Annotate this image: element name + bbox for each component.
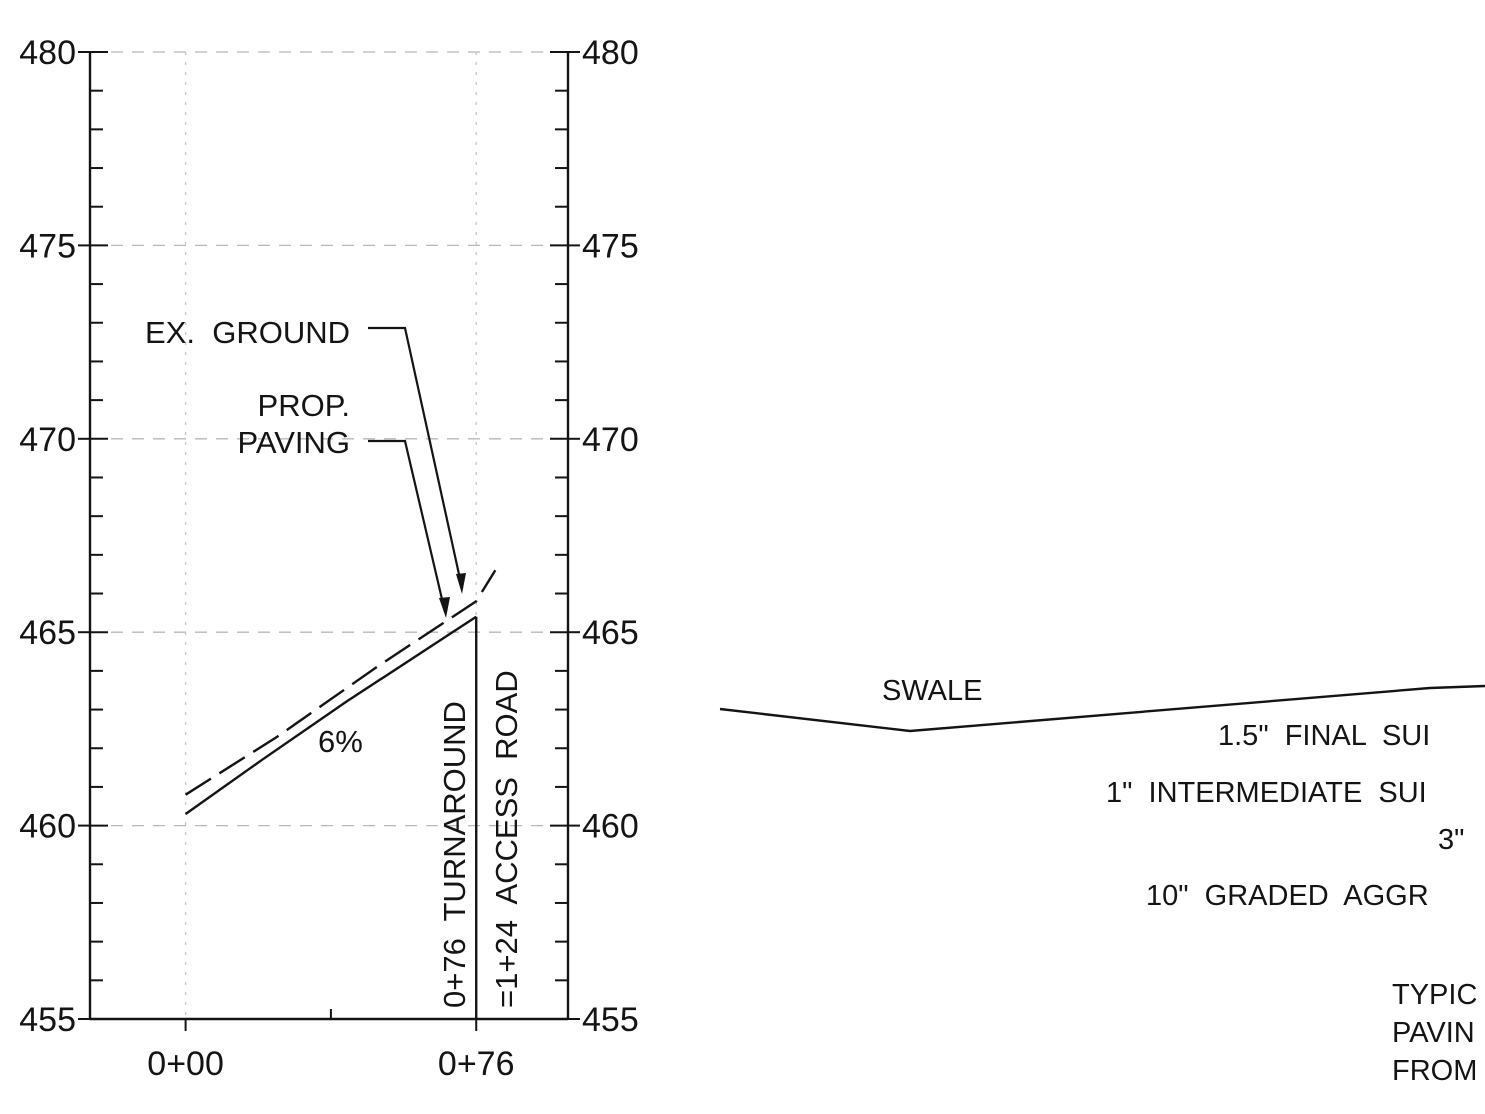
profile-axes xyxy=(88,52,570,1021)
right-elevation-label: 460 xyxy=(582,808,639,846)
left-elevation-label: 455 xyxy=(19,1001,76,1039)
grid-lines xyxy=(90,51,568,1019)
right-elevation-label: 480 xyxy=(582,34,639,72)
section-layer-2: 1" INTERMEDIATE SUI xyxy=(1106,777,1427,809)
typical-section: SWALE 1.5" FINAL SUI 1" INTERMEDIATE SUI… xyxy=(719,675,1485,1087)
section-layer-1: 1.5" FINAL SUI xyxy=(1218,720,1430,752)
left-elevation-label: 470 xyxy=(19,421,76,459)
ground-surface-line xyxy=(719,684,1485,733)
station-label: 0+76 xyxy=(438,1045,515,1083)
left-elevation-label: 465 xyxy=(19,614,76,652)
right-elevation-label: 475 xyxy=(582,227,639,265)
axis-ticks xyxy=(78,51,580,1031)
section-layer-4: 10" GRADED AGGR xyxy=(1146,880,1429,912)
profile-series xyxy=(184,569,497,1019)
section-note-line3: FROM xyxy=(1392,1055,1477,1087)
axis-tick-labels: 480 475 470 465 460 455 480 475 470 465 460 455 0+00… xyxy=(19,34,638,1083)
left-elevation-label: 460 xyxy=(19,808,76,846)
ex-ground-line xyxy=(184,569,497,796)
profile-chart: 480 475 470 465 460 455 480 475 470 465 460 455 0+00… xyxy=(19,34,638,1083)
station-label: 0+00 xyxy=(147,1045,224,1083)
station-note-line2: =1+24 ACCESS ROAD xyxy=(489,670,524,1008)
ex-ground-leader xyxy=(368,326,466,594)
prop-paving-label-line2: PAVING xyxy=(237,425,350,460)
prop-paving-leader xyxy=(368,439,450,618)
right-elevation-label: 455 xyxy=(582,1001,639,1039)
prop-paving-arrowhead xyxy=(439,597,450,618)
section-note-line2: PAVIN xyxy=(1392,1017,1475,1049)
section-layer-3: 3" xyxy=(1438,824,1464,856)
left-elevation-label: 480 xyxy=(19,34,76,72)
grade-label: 6% xyxy=(318,724,363,759)
prop-paving-line xyxy=(184,615,477,815)
left-elevation-label: 475 xyxy=(19,227,76,265)
right-elevation-label: 465 xyxy=(582,614,639,652)
right-elevation-label: 470 xyxy=(582,421,639,459)
section-note-line1: TYPIC xyxy=(1392,979,1477,1011)
ex-ground-label: EX. GROUND xyxy=(145,315,350,350)
prop-paving-label-line1: PROP. xyxy=(258,388,350,423)
ex-ground-arrowhead xyxy=(456,573,466,594)
swale-label: SWALE xyxy=(882,675,982,707)
station-note-line1: 0+76 TURNAROUND xyxy=(437,701,472,1008)
